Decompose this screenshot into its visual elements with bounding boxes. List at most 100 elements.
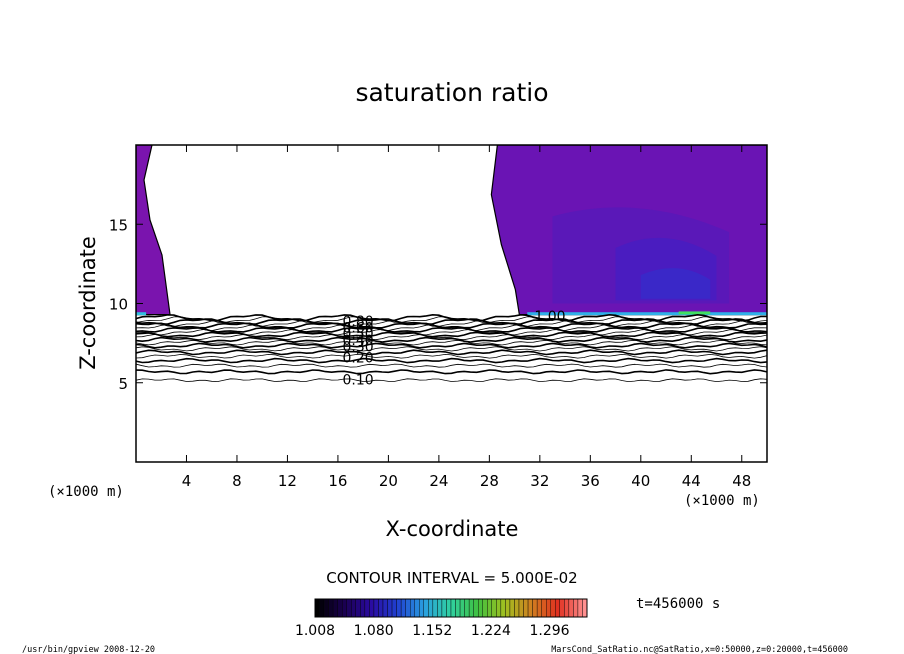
y-axis-ticks: 5 10 15 <box>109 216 767 393</box>
colorbar-cell <box>351 598 356 618</box>
colorbar-cell <box>573 598 579 618</box>
colorbar-cell <box>382 598 388 618</box>
colorbar-cell <box>459 598 465 618</box>
contour-label: 0.20 <box>343 350 374 366</box>
contour-line <box>136 318 767 326</box>
colorbar-tick-label: 1.296 <box>529 623 569 639</box>
colorbar-cell <box>332 598 338 618</box>
contour-line <box>136 349 767 356</box>
colorbar-cell <box>541 598 547 618</box>
colorbar-cell <box>500 598 506 618</box>
colorbar-cell <box>450 598 456 618</box>
contour-line <box>136 369 767 375</box>
colorbar-cell <box>536 598 542 618</box>
colorbar-cell <box>550 598 556 618</box>
contour-line <box>136 313 767 322</box>
x-tick-label: 12 <box>278 472 297 490</box>
colorbar-cell <box>323 598 329 618</box>
colorbar-cell <box>419 598 424 618</box>
footer-right: MarsCond_SatRatio.nc@SatRatio,x=0:50000,… <box>551 645 848 654</box>
colorbar-cell <box>464 598 470 618</box>
colorbar-cell <box>360 598 366 618</box>
colorbar-frame <box>314 598 588 618</box>
contour-line <box>136 378 767 383</box>
colorbar-cell <box>496 598 502 618</box>
colorbar-cell <box>509 598 515 618</box>
colorbar-cell <box>577 598 583 618</box>
colorbar-cell <box>546 598 551 618</box>
colorbar-cell <box>437 598 443 618</box>
colorbar-cell <box>373 598 379 618</box>
colorbar-cell <box>428 598 434 618</box>
contour-label: 0.40 <box>343 333 374 349</box>
colorbar-cell <box>391 598 397 618</box>
contour-line <box>136 353 767 359</box>
colorbar-cell <box>473 598 479 618</box>
colorbar-cell <box>414 598 420 618</box>
colorbar-cell <box>564 598 570 618</box>
colorbar-cell <box>410 598 415 618</box>
colorbar-cells <box>314 598 588 618</box>
y-tick-label: 5 <box>118 375 128 393</box>
cloud-base-band <box>136 312 147 316</box>
chart-title: saturation ratio <box>355 78 548 107</box>
x-tick-label: 24 <box>429 472 448 490</box>
contour-line <box>136 334 767 341</box>
colorbar-cell <box>337 598 343 618</box>
colorbar-cell <box>559 598 565 618</box>
contour-line <box>136 336 767 343</box>
colorbar-cell <box>478 598 483 618</box>
y-axis-label: Z-coordinate <box>76 236 100 370</box>
contour-label: 0.50 <box>343 327 374 343</box>
colorbar: 1.008 1.080 1.152 1.224 1.296 <box>295 598 588 639</box>
colorbar-cell <box>514 598 520 618</box>
x-tick-label: 36 <box>581 472 600 490</box>
shaded-band <box>640 268 711 299</box>
x-tick-label: 40 <box>631 472 650 490</box>
shaded-regions <box>136 145 767 316</box>
x-tick-label: 20 <box>379 472 398 490</box>
x-unit-right: (×1000 m) <box>684 493 760 509</box>
x-axis-label: X-coordinate <box>386 517 519 541</box>
y-tick-label: 10 <box>109 296 128 314</box>
colorbar-cell <box>328 598 334 618</box>
contour-line <box>136 357 767 364</box>
contour-line <box>136 327 767 333</box>
colorbar-cell <box>527 598 533 618</box>
colorbar-cell <box>400 598 406 618</box>
contour-label: 0.10 <box>343 373 374 389</box>
cloud-base-band <box>527 312 767 316</box>
contour-label: 1.00 <box>534 309 565 325</box>
colorbar-cell <box>482 598 488 618</box>
colorbar-cell <box>355 598 361 618</box>
x-tick-label: 16 <box>328 472 347 490</box>
contour-label: 0.80 <box>343 314 374 330</box>
colorbar-cell <box>568 598 574 618</box>
x-tick-label: 4 <box>182 472 192 490</box>
colorbar-cell <box>487 598 492 618</box>
contour-interval-label: CONTOUR INTERVAL = 5.000E-02 <box>326 569 577 587</box>
colorbar-cell <box>346 598 352 618</box>
contour-label: 0.60 <box>343 320 374 336</box>
colorbar-cell <box>455 598 461 618</box>
colorbar-tick-label: 1.008 <box>295 623 335 639</box>
contour-lines <box>136 313 767 383</box>
colorbar-cell <box>405 598 411 618</box>
contour-labels: 0.10 0.200.300.400.500.600.80 1.00 <box>343 309 566 388</box>
colorbar-cell <box>491 598 497 618</box>
colorbar-cell <box>396 598 402 618</box>
x-tick-label: 44 <box>682 472 701 490</box>
colorbar-tick-label: 1.224 <box>471 623 511 639</box>
time-label: t=456000 s <box>636 596 720 612</box>
contour-line <box>136 322 767 329</box>
contour-line <box>136 339 767 346</box>
colorbar-cell <box>446 598 452 618</box>
colorbar-cell <box>582 598 588 618</box>
colorbar-cell <box>468 598 474 618</box>
colorbar-cell <box>432 598 438 618</box>
colorbar-cell <box>505 598 511 618</box>
colorbar-cell <box>423 598 429 618</box>
contour-line <box>136 363 767 368</box>
colorbar-tick-label: 1.152 <box>412 623 452 639</box>
